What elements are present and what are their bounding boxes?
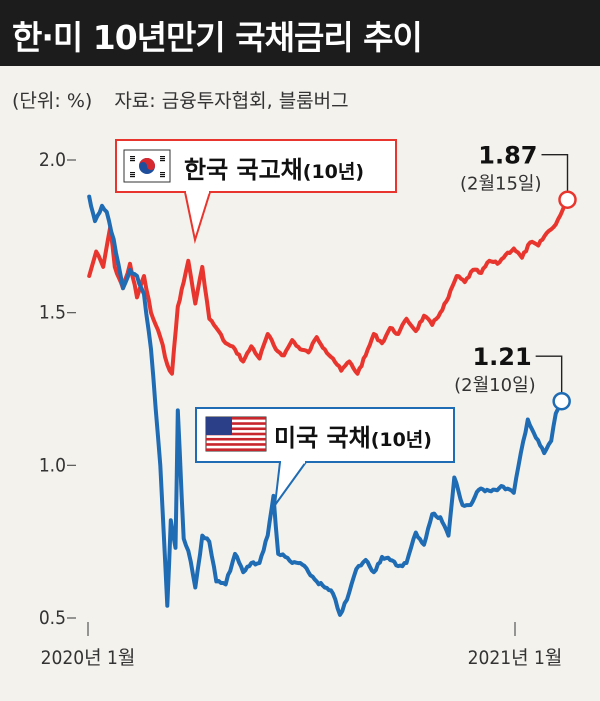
title-bar: 한·미 10년만기 국채금리 추이 xyxy=(0,0,600,66)
series-line xyxy=(87,197,570,376)
series-label-usa: 미국 국채(10년) xyxy=(195,407,455,509)
usa-flag-stripe-icon xyxy=(206,432,266,436)
usa-flag-stripe-icon xyxy=(206,417,266,420)
korea-flag-trigram-icon xyxy=(160,174,165,176)
korea-flag-trigram-icon xyxy=(160,156,165,158)
korea-flag-trigram-icon xyxy=(130,172,135,174)
series-label-main: 미국 국채 xyxy=(274,424,371,452)
chart-meta: (단위: %) 자료: 금융투자협회, 블룸버그 xyxy=(12,86,365,113)
unit-note: (단위: %) xyxy=(12,90,93,112)
chart-title: 한·미 10년만기 국채금리 추이 xyxy=(12,18,423,57)
x-tick-label: 2021년 1월 xyxy=(468,647,563,669)
korea-flag-trigram-icon xyxy=(160,176,165,178)
series-label-main: 한국 국고채 xyxy=(184,156,303,184)
callout-leader xyxy=(541,153,569,191)
korea-flag-trigram-icon xyxy=(130,156,135,158)
usa-flag-stripe-icon xyxy=(206,443,266,446)
series-label-pointer xyxy=(273,461,308,509)
series-label-text: 미국 국채(10년) xyxy=(274,424,432,452)
korea-flag-trigram-icon xyxy=(160,158,165,160)
y-tick-label: 0.5 xyxy=(39,607,66,629)
callout-usa: 1.21 (2월10일) xyxy=(454,343,571,411)
series-label-korea: 한국 국고채(10년) xyxy=(115,139,397,244)
usa-flag-stripe-icon xyxy=(206,422,266,425)
korea-flag-trigram-icon xyxy=(130,160,135,162)
series-label-sub: (10년) xyxy=(303,161,364,183)
callout-value: 1.87 xyxy=(478,142,537,170)
korea-flag-trigram-icon xyxy=(130,158,135,160)
series-label-box xyxy=(115,139,397,193)
series-label-pointer xyxy=(183,191,212,244)
callout-date: (2월10일) xyxy=(454,375,536,396)
series-label-text: 한국 국고채(10년) xyxy=(184,156,364,184)
korea-flag-trigram-icon xyxy=(160,172,165,174)
series-layer xyxy=(87,194,570,617)
callout-date: (2월15일) xyxy=(460,174,542,195)
callout-leader xyxy=(535,355,563,393)
x-tick-label: 2020년 1월 xyxy=(41,647,136,669)
korea-flag-trigram-icon xyxy=(160,160,165,162)
callout-korea: 1.87 (2월15일) xyxy=(460,142,577,209)
endpoint-marker xyxy=(552,391,571,411)
callout-value: 1.21 xyxy=(472,343,531,371)
usa-flag-canton-icon xyxy=(206,417,232,435)
source-note: 자료: 금융투자협회, 블룸버그 xyxy=(114,90,349,112)
korea-flag-trigram-icon xyxy=(130,176,135,178)
y-tick-label: 1.0 xyxy=(39,454,66,476)
series-usa xyxy=(87,194,564,617)
korea-flag-red-icon xyxy=(139,158,155,170)
callout-layer: 1.87 (2월15일) 1.21 (2월10일) xyxy=(454,142,577,411)
usa-flag-stripe-icon xyxy=(206,437,266,441)
label-layer: 한국 국고채(10년)미국 국채(10년) xyxy=(115,139,455,509)
korea-flag-trigram-icon xyxy=(130,174,135,176)
usa-flag-stripe-icon xyxy=(206,448,266,451)
usa-flag-stripe-icon xyxy=(206,427,266,431)
endpoint-marker xyxy=(558,190,577,209)
series-label-sub: (10년) xyxy=(371,429,432,451)
series-line xyxy=(87,194,564,617)
axis-layer: 2.0 1.5 1.0 0.5 2020년 1월 2021년 1월 xyxy=(39,149,563,669)
y-tick-label: 2.0 xyxy=(39,149,66,171)
series-korea xyxy=(87,197,570,376)
y-tick-label: 1.5 xyxy=(39,302,66,324)
